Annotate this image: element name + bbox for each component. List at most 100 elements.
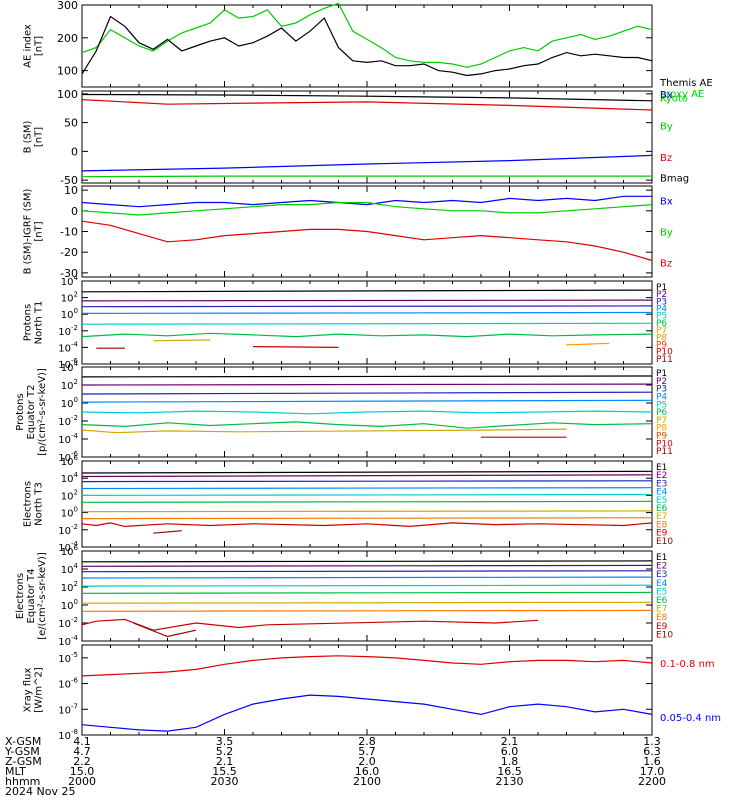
- y-tick-exponent: -6: [71, 677, 79, 685]
- footer-value: 2000: [68, 775, 96, 788]
- footer-value: 15.5: [212, 765, 237, 778]
- y-tick-exponent: -6: [71, 357, 79, 365]
- footer-value: 1.8: [501, 755, 519, 768]
- y-tick-exponent: -2: [71, 523, 78, 531]
- y-tick-exponent: -6: [71, 450, 79, 458]
- legend-entry: P4: [656, 392, 667, 402]
- series-line-p1: [81, 289, 653, 293]
- series-line-p1: [81, 375, 653, 378]
- y-tick-label: 10-4: [58, 432, 78, 446]
- y-axis-label: Electrons: [23, 481, 34, 527]
- legend-entry: proxy AE: [660, 89, 704, 100]
- legend-entry: 0.05-0.4 nm: [660, 713, 721, 724]
- footer-value: 2.1: [501, 735, 519, 748]
- legend-entry: P2: [656, 290, 667, 300]
- y-tick-base: 10: [58, 435, 71, 446]
- y-tick-base: 10: [61, 474, 74, 485]
- series-line-e1: [81, 560, 653, 563]
- y-tick-label: 104: [61, 562, 79, 576]
- y-tick-exponent: 4: [74, 471, 79, 479]
- legend-entry: E7: [656, 605, 667, 615]
- y-tick-label: 100: [57, 65, 78, 78]
- y-tick-label: 10-2: [58, 616, 78, 630]
- y-axis-label: [W/m^2]: [34, 667, 45, 713]
- footer-value: 6.0: [501, 745, 519, 758]
- y-tick-base: 10: [61, 363, 74, 374]
- series-line-p6: [81, 332, 653, 338]
- y-tick-label: 106: [61, 544, 79, 558]
- legend-entry: P11: [656, 355, 673, 365]
- legend: 0.1-0.8 nm 0.05-0.4 nm: [660, 659, 721, 724]
- footer-row-label: hhmm: [5, 775, 40, 788]
- y-tick-label: 102: [61, 378, 78, 392]
- y-tick-exponent: 0: [74, 307, 78, 315]
- series-line-kyoto-proxy-ae: [81, 2, 653, 68]
- legend-entry: E6: [656, 504, 668, 514]
- y-tick-label: 10-6: [58, 357, 78, 371]
- y-tick-exponent: 4: [74, 562, 79, 570]
- y-tick-label: 106: [61, 454, 79, 468]
- y-axis-label: [nT]: [34, 127, 45, 147]
- series-line-bmag: [81, 93, 653, 102]
- series-line-e2: [81, 474, 653, 478]
- y-tick-exponent: 4: [74, 274, 79, 282]
- y-tick-base: 10: [58, 417, 71, 428]
- series-line-e5: [81, 584, 653, 587]
- legend: Bx By Bz Bmag: [660, 90, 689, 184]
- panel-frame: [81, 644, 653, 736]
- series-line-bz: [81, 99, 653, 111]
- footer-value: 2.0: [358, 755, 376, 768]
- y-tick-base: 10: [58, 637, 71, 648]
- y-tick-label: 10-4: [58, 634, 78, 648]
- series-line-e2: [81, 564, 653, 567]
- y-tick-exponent: 0: [74, 598, 78, 606]
- legend-entry: P8: [656, 333, 667, 343]
- series-line-e4: [81, 487, 653, 490]
- y-tick-label: -20: [60, 246, 78, 259]
- y-tick-exponent: -4: [71, 540, 79, 548]
- y-tick-base: 10: [61, 381, 74, 392]
- y-tick-base: 10: [58, 343, 71, 354]
- footer-value: 2030: [211, 775, 239, 788]
- y-tick-exponent: -4: [71, 432, 79, 440]
- footer-value: 4.7: [73, 745, 91, 758]
- y-axis-label: B (SM)-IGRF (SM): [23, 189, 34, 275]
- series-line-e6: [81, 591, 653, 594]
- legend-entry: E5: [656, 496, 667, 506]
- y-tick-label: 100: [57, 88, 78, 101]
- legend-entry: Themis AE: [659, 78, 713, 89]
- y-axis-label: Xray flux: [23, 668, 34, 713]
- legend-entry: P7: [656, 326, 667, 336]
- y-tick-base: 10: [58, 327, 71, 338]
- y-axis-label: Equator T2: [26, 385, 37, 440]
- footer-value: 2200: [638, 775, 666, 788]
- y-tick-base: 10: [58, 360, 71, 371]
- y-tick-label: 10-7: [58, 702, 78, 716]
- series-line-p3: [81, 305, 653, 308]
- y-axis-label: B (SM): [23, 120, 34, 153]
- date-label: 2024 Nov 25: [5, 785, 75, 798]
- y-tick-label: 10-2: [58, 324, 78, 338]
- footer-value: 16.5: [497, 765, 522, 778]
- y-tick-base: 10: [61, 310, 74, 321]
- series-line-p5: [81, 410, 653, 415]
- footer-value: 5.7: [358, 745, 376, 758]
- series-line-e8: [81, 609, 653, 612]
- legend-entry: E3: [656, 570, 667, 580]
- legend-entry: P7: [656, 416, 667, 426]
- series-line-e7: [81, 510, 653, 513]
- footer-value: 3.5: [216, 735, 234, 748]
- y-axis-label: Equator T4: [26, 569, 37, 624]
- y-tick-base: 10: [58, 619, 71, 630]
- legend: Bx By Bz: [660, 196, 673, 269]
- y-axis-label: [p/(cm²-s-sr-keV)]: [37, 368, 48, 456]
- legend-entry: P6: [656, 408, 667, 418]
- y-tick-base: 10: [58, 654, 71, 665]
- legend-entry: P4: [656, 305, 667, 315]
- y-tick-label: -50: [60, 174, 78, 187]
